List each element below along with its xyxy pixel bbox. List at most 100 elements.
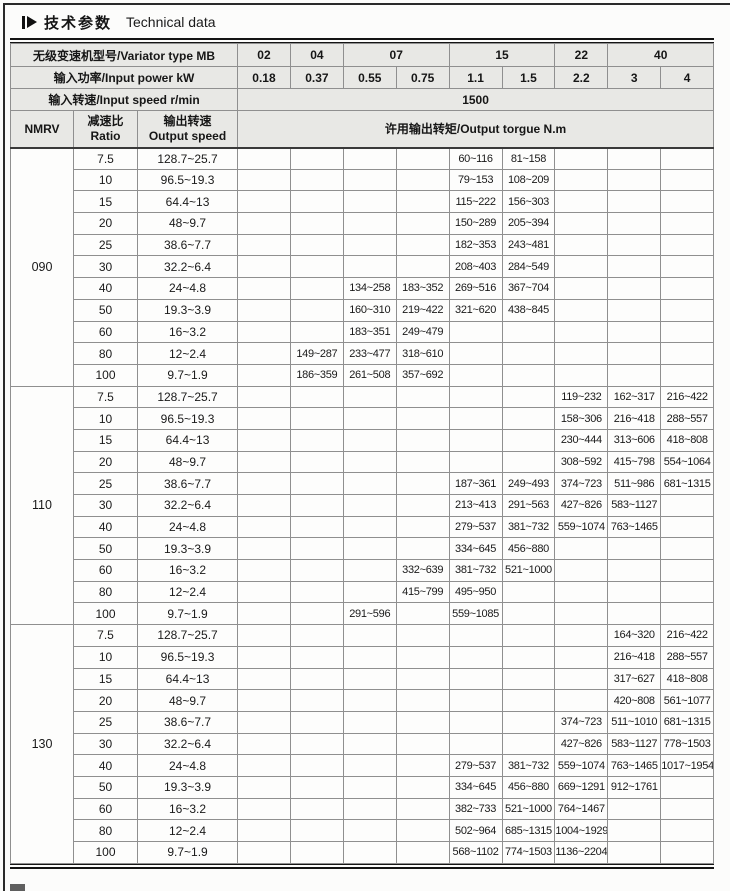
torque-cell	[289, 797, 344, 821]
torque-cell	[237, 428, 291, 452]
ratio-cell: 25	[73, 233, 138, 257]
torque-cell	[395, 472, 450, 495]
torque-cell: 216~418	[607, 645, 662, 669]
ratio-cell: 100	[73, 602, 138, 626]
torque-cell	[395, 797, 450, 821]
torque-cell: 321~620	[448, 298, 503, 322]
variator-type-label: 无级变速机型号/Variator type MB	[9, 43, 239, 67]
torque-cell	[607, 233, 662, 257]
output-speed-cell: 9.7~1.9	[136, 602, 239, 626]
torque-cell	[448, 385, 503, 409]
torque-cell: 681~1315	[660, 472, 715, 495]
torque-cell	[501, 667, 556, 691]
torque-cell: 182~353	[448, 233, 503, 257]
torque-cell	[237, 320, 291, 344]
torque-cell	[289, 320, 344, 344]
torque-cell	[342, 710, 397, 734]
torque-cell	[660, 147, 715, 170]
table-row: 80 12~2.4 149~287 233~477 318~610	[11, 342, 715, 365]
torque-cell: 183~351	[342, 320, 397, 344]
torque-cell	[607, 212, 662, 235]
torque-cell	[289, 428, 344, 452]
torque-cell	[289, 580, 344, 604]
torque-cell	[395, 255, 450, 279]
torque-cell	[607, 841, 662, 864]
ratio-cell: 60	[73, 559, 138, 582]
torque-cell: 381~732	[501, 754, 556, 777]
table-row: 80 12~2.4 415~799 495~950	[11, 580, 715, 604]
torque-cell: 583~1127	[607, 732, 662, 756]
output-speed-cell: 64.4~13	[136, 428, 239, 452]
torque-cell	[342, 689, 397, 712]
table-row: 30 32.2~6.4 208~403 284~549	[11, 255, 715, 279]
torque-cell	[237, 602, 291, 626]
technical-data-table-wrap: 无级变速机型号/Variator type MB 02 04 07 15 22 40 输入…	[9, 38, 715, 869]
ratio-cell: 40	[73, 515, 138, 539]
output-speed-cell: 19.3~3.9	[136, 775, 239, 799]
torque-cell	[289, 212, 344, 235]
torque-cell: 381~732	[448, 559, 503, 582]
torque-cell	[395, 233, 450, 257]
table-row: 25 38.6~7.7 374~723 511~1010 681~1315	[11, 710, 715, 734]
ratio-cell: 100	[73, 841, 138, 864]
ratio-cell: 60	[73, 797, 138, 821]
torque-cell	[342, 450, 397, 474]
torque-cell: 249~493	[501, 472, 556, 495]
output-speed-cell: 9.7~1.9	[136, 363, 239, 387]
torque-cell: 162~317	[607, 385, 662, 409]
ratio-label-zh: 减速比	[87, 113, 124, 128]
torque-cell	[501, 450, 556, 474]
output-speed-label-zh: 输出转速	[163, 113, 212, 128]
torque-cell	[237, 732, 291, 756]
torque-cell	[289, 277, 344, 300]
torque-cell	[237, 255, 291, 279]
torque-cell	[448, 710, 503, 734]
input-speed-label: 输入转速/Input speed r/min	[9, 88, 239, 111]
torque-cell	[660, 277, 715, 300]
torque-cell: 219~422	[395, 298, 450, 322]
torque-cell: 187~361	[448, 472, 503, 495]
torque-cell	[237, 212, 291, 235]
torque-cell: 183~352	[395, 277, 450, 300]
input-power-value: 0.37	[289, 66, 344, 89]
torque-cell	[342, 168, 397, 192]
torque-cell	[342, 407, 397, 430]
input-speed-row: 输入转速/Input speed r/min 1500	[9, 88, 715, 111]
section-marker-icon	[22, 15, 37, 29]
ratio-cell: 20	[73, 689, 138, 712]
torque-cell	[448, 342, 503, 365]
torque-cell: 456~880	[501, 775, 556, 799]
torque-cell	[395, 819, 450, 842]
table-row: 15 64.4~13 317~627 418~808	[11, 667, 715, 691]
ratio-cell: 25	[73, 710, 138, 734]
torque-cell	[342, 819, 397, 842]
torque-cell	[660, 190, 715, 214]
torque-cell: 583~1127	[607, 494, 662, 517]
torque-cell	[237, 190, 291, 214]
torque-cell: 164~320	[607, 624, 662, 647]
torque-cell	[607, 602, 662, 626]
torque-cell: 561~1077	[660, 689, 715, 712]
table-row: 20 48~9.7 420~808 561~1077	[11, 689, 715, 712]
torque-cell: 1017~1954	[660, 754, 715, 777]
torque-cell: 160~310	[342, 298, 397, 322]
torque-cell	[237, 841, 291, 864]
torque-cell	[660, 320, 715, 344]
variator-type-value: 02	[237, 43, 291, 67]
torque-cell	[342, 255, 397, 279]
torque-cell	[342, 212, 397, 235]
torque-cell	[607, 342, 662, 365]
torque-cell: 521~1000	[501, 797, 556, 821]
torque-cell	[554, 342, 609, 365]
torque-cell	[237, 298, 291, 322]
torque-cell	[607, 298, 662, 322]
nmrv-model-cell: 130	[10, 624, 74, 864]
torque-cell	[554, 212, 609, 235]
torque-cell	[342, 515, 397, 539]
torque-cell	[289, 710, 344, 734]
torque-cell	[660, 298, 715, 322]
torque-cell	[289, 472, 344, 495]
page-border-left	[3, 3, 5, 891]
torque-cell	[289, 494, 344, 517]
torque-cell	[448, 732, 503, 756]
